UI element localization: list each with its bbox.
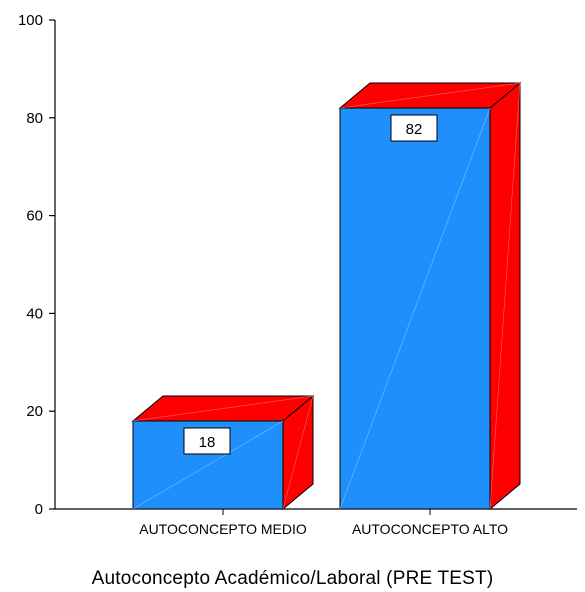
- bar-shading-line: [489, 82, 521, 510]
- y-tick-label: 20: [26, 403, 43, 420]
- data-label-box: [390, 114, 438, 142]
- y-tick-label: 80: [26, 110, 43, 127]
- y-tick-label: 0: [35, 501, 43, 518]
- bar-shading-line: [132, 395, 314, 422]
- chart-bars: [131, 81, 522, 511]
- bar-shading-line: [132, 420, 284, 510]
- data-label: 82: [406, 121, 423, 138]
- bar-shading-line: [339, 107, 491, 510]
- x-tick-label: AUTOCONCEPTO ALTO: [352, 521, 508, 537]
- bar-shading-line: [282, 395, 314, 510]
- y-tick-label: 40: [26, 305, 43, 322]
- y-tick-label: 100: [18, 12, 43, 29]
- y-tick-label: 60: [26, 208, 43, 225]
- data-label-box: [183, 427, 231, 455]
- chart-axes: 0 20 40 60 80 100 AUTOCONCEPTO MEDIO AUTOCONCEP…: [18, 12, 577, 537]
- bar-autoconcepto-alto: [338, 81, 522, 511]
- x-axis-title: Autoconcepto Académico/Laboral (PRE TEST…: [91, 568, 494, 589]
- x-tick-label: AUTOCONCEPTO MEDIO: [139, 521, 307, 537]
- data-label: 18: [199, 434, 216, 451]
- bar-shading-line: [339, 82, 521, 109]
